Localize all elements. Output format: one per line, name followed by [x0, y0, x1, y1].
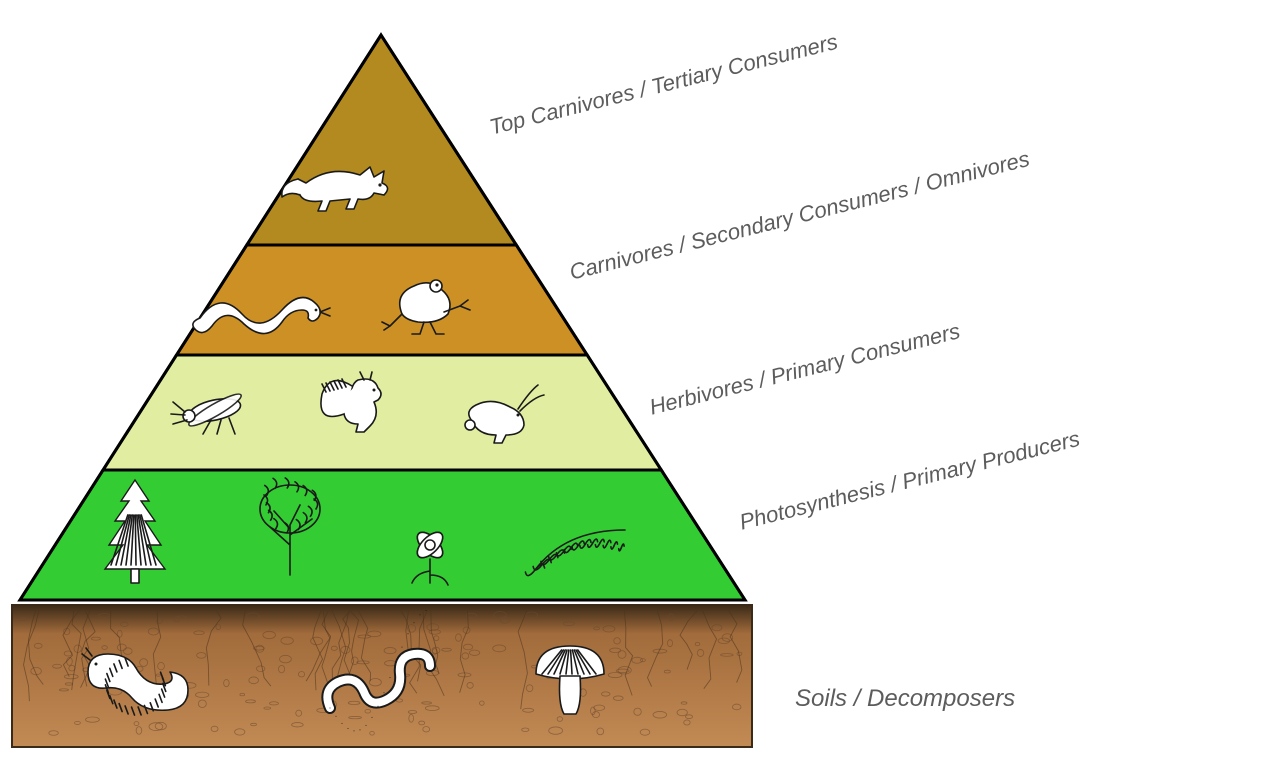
- diagram-svg: [0, 0, 1271, 781]
- trophic-pyramid-diagram: Top Carnivores / Tertiary Consumers Carn…: [0, 0, 1271, 781]
- pyramid-level-tertiary_consumers: [247, 35, 516, 245]
- label-decomposers: Soils / Decomposers: [795, 685, 1015, 713]
